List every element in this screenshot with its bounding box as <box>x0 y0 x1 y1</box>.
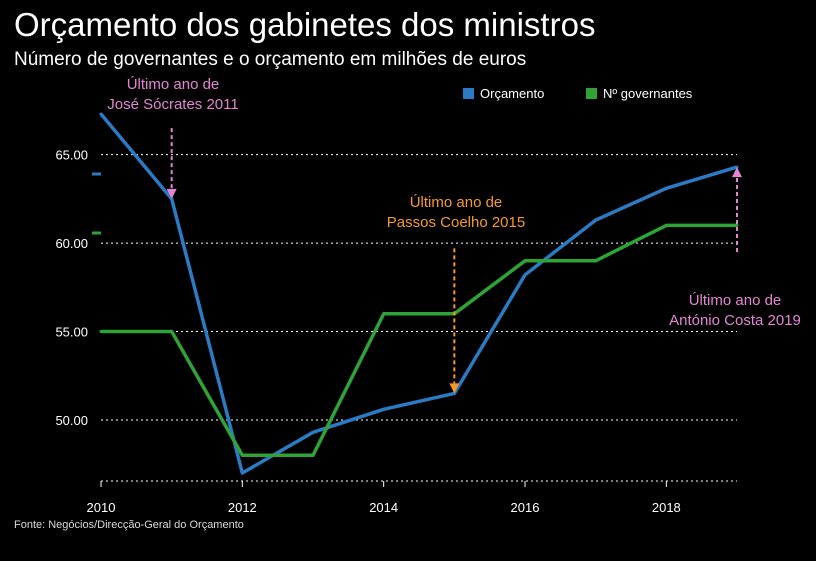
annotation-socrates: Último ano de José Sócrates 2011 <box>88 75 258 115</box>
data-point-governants <box>735 223 739 227</box>
data-point-budget <box>240 471 244 475</box>
data-point-governants <box>523 259 527 263</box>
legend-label-governants: Nº governantes <box>603 86 693 101</box>
annotation-costa: Último ano de António Costa 2019 <box>650 291 816 331</box>
x-tick-label: 2012 <box>228 500 257 515</box>
annotation-passos-line1: Último ano de <box>409 194 503 211</box>
annotation-costa-line1: Último ano de <box>688 292 782 309</box>
annotation-passos: Último ano de Passos Coelho 2015 <box>362 193 550 233</box>
series-line-governants <box>101 223 737 458</box>
series-line-budget <box>99 112 738 475</box>
data-point-governants <box>382 312 386 316</box>
legend-item-governants: Nº governantes <box>586 86 692 101</box>
data-point-governants <box>664 223 668 227</box>
annotation-passos-line2: Passos Coelho 2015 <box>386 214 526 231</box>
data-point-governants <box>170 330 174 334</box>
legend-swatch-governants <box>586 88 597 99</box>
annotation-arrow-head-passos <box>449 383 460 394</box>
chart-title: Orçamento dos gabinetes dos ministros <box>14 6 596 43</box>
y-tick-label: 65.00 <box>55 148 88 163</box>
legend-label-budget: Orçamento <box>480 86 545 101</box>
data-point-governants <box>240 453 244 457</box>
data-point-budget <box>523 273 527 277</box>
data-point-budget <box>99 112 103 116</box>
y-tick-label: 55.00 <box>55 325 88 340</box>
chart-subtitle: Número de governantes e o orçamento em m… <box>14 49 527 70</box>
data-point-governants <box>99 330 103 334</box>
x-tick-label: 2014 <box>369 500 398 515</box>
y-tick-label: 50.00 <box>55 413 88 428</box>
data-point-governants <box>311 453 315 457</box>
x-tick-label: 2016 <box>511 500 540 515</box>
data-point-budget <box>382 407 386 411</box>
annotation-socrates-line2: José Sócrates 2011 <box>107 96 239 113</box>
annotation-arrow-head-socrates <box>166 188 177 199</box>
y-tick-label: 60.00 <box>55 236 88 251</box>
annotation-costa-line2: António Costa 2019 <box>669 312 801 329</box>
data-point-budget <box>594 218 598 222</box>
annotation-arrow-head-costa <box>732 167 742 178</box>
x-tick-label: 2018 <box>652 500 681 515</box>
legend-swatch-budget <box>463 88 474 99</box>
data-point-budget <box>664 186 668 190</box>
legend-item-budget: Orçamento <box>463 86 544 101</box>
data-point-budget <box>311 430 315 434</box>
source-note: Fonte: Negócios/Direcção-Geral do Orçame… <box>14 519 244 531</box>
x-tick-label: 2010 <box>87 500 116 515</box>
annotation-socrates-line1: Último ano de <box>126 76 220 93</box>
data-point-governants <box>594 259 598 263</box>
